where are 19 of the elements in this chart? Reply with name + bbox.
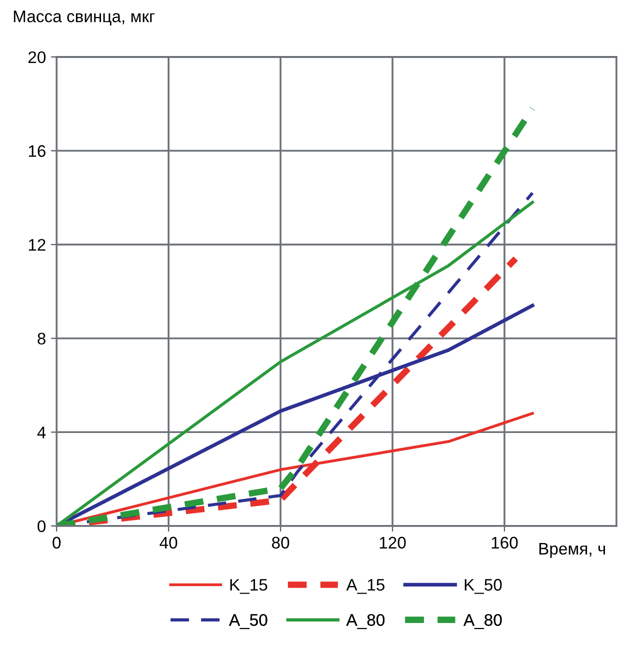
y-tick-label: 16	[28, 145, 46, 157]
y-tick-label: 12	[28, 238, 46, 251]
x-tick-label: 0	[52, 536, 61, 549]
legend-label: A_15	[346, 579, 384, 594]
y-tick-label: 20	[28, 51, 46, 64]
legend-label: A_80	[346, 614, 384, 630]
y-tick-label: 4	[37, 426, 46, 438]
y-tick-label: 0	[38, 520, 46, 532]
x-tick-label: 80	[272, 536, 290, 549]
legend-label: A_80	[464, 614, 502, 630]
x-axis-title: Время, ч	[539, 542, 605, 558]
legend-label: A_50	[229, 614, 268, 630]
legend-label: K_15	[230, 579, 268, 594]
x-tick-label: 160	[492, 536, 518, 549]
x-tick-label: 120	[380, 536, 406, 549]
legend-label: K_50	[464, 578, 502, 594]
y-tick-label: 8	[38, 332, 46, 345]
y-axis-title: Масса свинца, мкг	[14, 10, 155, 26]
x-tick-label: 40	[160, 536, 178, 549]
